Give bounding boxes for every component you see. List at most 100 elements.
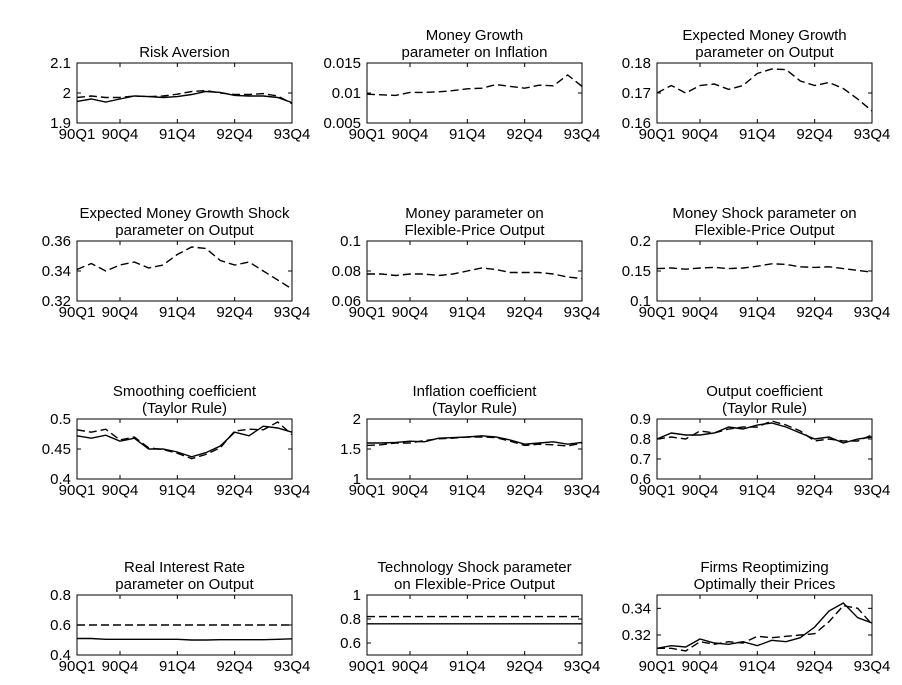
- series-line-dashed: [366, 436, 583, 447]
- x-tick-label: 90Q4: [682, 482, 719, 499]
- subplot-title: Flexible-Price Output: [694, 222, 835, 239]
- series-line-dashed: [367, 267, 583, 280]
- series-line-dashed: [656, 420, 873, 442]
- y-tick-label: 0.6: [50, 617, 71, 634]
- axes-box: [366, 418, 583, 480]
- y-tick-label: 0.1: [340, 233, 361, 250]
- x-tick-label: 91Q4: [159, 304, 196, 321]
- series-line-dashed: [76, 89, 293, 105]
- y-tick-label: 0.6: [340, 635, 361, 652]
- x-tick-label: 90Q1: [639, 126, 676, 143]
- y-tick-label: 0.36: [42, 233, 71, 250]
- x-tick-label: 91Q4: [159, 482, 196, 499]
- x-tick-label: 90Q4: [392, 658, 429, 675]
- y-tick-label: 0.15: [622, 263, 651, 280]
- x-tick-label: 90Q4: [392, 482, 429, 499]
- x-tick-label: 90Q1: [59, 658, 96, 675]
- subplot-0: Risk Aversion 1.9 2 2.1 90Q1 90Q4 91Q4 92Q4 93Q4: [50, 44, 310, 143]
- x-tick-label: 90Q4: [392, 126, 429, 143]
- series-line-solid: [76, 90, 293, 104]
- series-line-dashed: [657, 604, 873, 652]
- subplot-title: Money Shock parameter on: [672, 205, 856, 222]
- axes-box: [656, 418, 873, 480]
- y-tick-label: 0.32: [42, 293, 71, 310]
- x-tick-label: 92Q4: [216, 126, 253, 143]
- x-tick-label: 91Q4: [449, 482, 486, 499]
- x-tick-label: 90Q4: [682, 658, 719, 675]
- x-tick-label: 93Q4: [854, 126, 891, 143]
- series-line-solid: [76, 425, 293, 458]
- y-tick-label: 0.5: [50, 411, 71, 428]
- y-tick-label: 2.1: [50, 55, 71, 72]
- y-tick-label: 1: [353, 471, 361, 488]
- x-tick-label: 93Q4: [274, 482, 311, 499]
- y-tick-label: 0.01: [332, 85, 361, 102]
- x-tick-label: 90Q4: [682, 304, 719, 321]
- y-tick-label: 0.6: [630, 471, 651, 488]
- y-tick-label: 0.9: [630, 411, 651, 428]
- x-tick-label: 90Q4: [102, 126, 139, 143]
- x-tick-label: 90Q1: [349, 658, 386, 675]
- x-tick-label: 93Q4: [854, 304, 891, 321]
- y-tick-label: 1: [353, 587, 361, 604]
- subplot-title: parameter on Output: [695, 44, 834, 61]
- x-tick-label: 91Q4: [739, 304, 776, 321]
- y-tick-label: 0.16: [622, 115, 651, 132]
- y-tick-label: 0.015: [323, 55, 361, 72]
- axes-box: [76, 240, 293, 302]
- y-tick-label: 0.34: [622, 600, 651, 617]
- x-tick-label: 91Q4: [739, 126, 776, 143]
- series-line-dashed: [366, 74, 583, 97]
- x-tick-label: 92Q4: [796, 126, 833, 143]
- x-tick-label: 92Q4: [216, 482, 253, 499]
- x-tick-label: 90Q1: [59, 126, 96, 143]
- subplot-title: Real Interest Rate: [124, 559, 245, 576]
- axes-box: [656, 62, 873, 124]
- x-tick-label: 93Q4: [854, 658, 891, 675]
- x-tick-label: 93Q4: [564, 482, 601, 499]
- series-line-solid: [656, 602, 873, 649]
- x-tick-label: 91Q4: [739, 658, 776, 675]
- series-line-dashed: [656, 263, 873, 273]
- axes-box: [366, 594, 583, 656]
- x-tick-label: 93Q4: [564, 658, 601, 675]
- x-tick-label: 93Q4: [564, 126, 601, 143]
- y-tick-label: 2: [353, 411, 361, 428]
- subplot-title: parameter on Inflation: [402, 44, 548, 61]
- axes-box: [366, 240, 583, 302]
- y-tick-label: 0.7: [630, 451, 651, 468]
- subplot-title: Risk Aversion: [139, 44, 230, 61]
- x-tick-label: 93Q4: [274, 304, 311, 321]
- x-tick-label: 91Q4: [159, 126, 196, 143]
- axes-box: [656, 594, 873, 656]
- x-tick-label: 92Q4: [506, 304, 543, 321]
- x-tick-label: 90Q1: [349, 482, 386, 499]
- x-tick-label: 90Q4: [102, 482, 139, 499]
- x-tick-label: 93Q4: [854, 482, 891, 499]
- subplot-title: Money parameter on: [405, 205, 543, 222]
- x-tick-label: 91Q4: [449, 658, 486, 675]
- x-tick-label: 90Q1: [59, 304, 96, 321]
- y-tick-label: 2: [63, 85, 71, 102]
- subplot-title: (Taylor Rule): [142, 400, 227, 417]
- x-tick-label: 90Q1: [349, 126, 386, 143]
- x-tick-label: 91Q4: [449, 126, 486, 143]
- subplot-7: Inflation coefficient(Taylor Rule) 1 1.5 2 9…: [340, 383, 600, 499]
- x-tick-label: 90Q1: [349, 304, 386, 321]
- x-tick-label: 92Q4: [506, 658, 543, 675]
- x-tick-label: 90Q4: [102, 304, 139, 321]
- y-tick-label: 0.8: [630, 431, 651, 448]
- x-tick-label: 90Q1: [639, 658, 676, 675]
- x-tick-label: 91Q4: [159, 658, 196, 675]
- y-tick-label: 0.45: [42, 441, 71, 458]
- x-tick-label: 90Q1: [639, 482, 676, 499]
- y-tick-label: 0.08: [332, 263, 361, 280]
- subplot-title: Flexible-Price Output: [404, 222, 545, 239]
- subplot-title: Smoothing coefficient: [113, 383, 257, 400]
